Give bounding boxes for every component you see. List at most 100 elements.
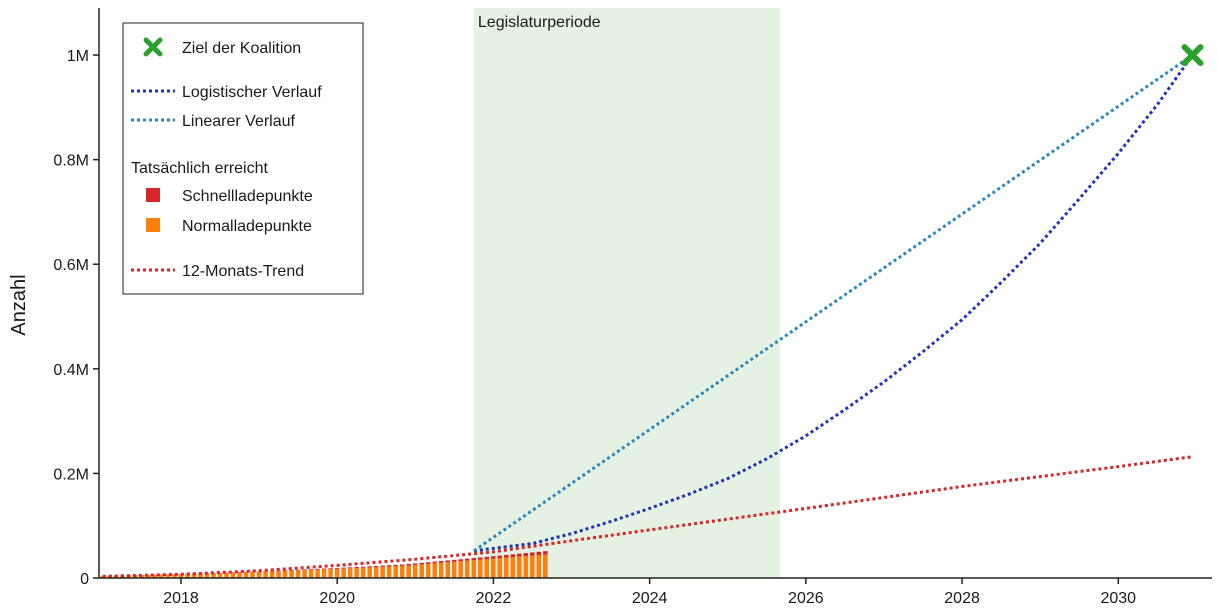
- bar-fast: [367, 566, 372, 568]
- bar-normal: [302, 570, 307, 578]
- bar-fast: [530, 552, 535, 556]
- bar-normal: [237, 572, 242, 578]
- bar-normal: [100, 575, 106, 578]
- bar-normal: [321, 569, 327, 578]
- bar-normal: [250, 572, 255, 578]
- x-tick-label: 2026: [788, 590, 824, 607]
- bar-fast: [315, 568, 320, 570]
- target-x-stroke: [1181, 44, 1204, 67]
- bar-fast: [380, 565, 385, 567]
- bar-normal: [406, 565, 411, 578]
- bar-normal: [172, 574, 177, 578]
- bar-fast: [321, 568, 327, 570]
- bar-normal: [543, 554, 548, 578]
- bar-fast: [373, 565, 379, 568]
- bar-fast: [334, 567, 340, 569]
- bar-fast: [328, 568, 333, 570]
- bar-normal: [399, 565, 405, 578]
- bar-normal: [178, 574, 184, 578]
- bar-fast: [425, 562, 431, 564]
- bar-normal: [536, 554, 542, 578]
- x-tick-label: 2028: [944, 590, 980, 607]
- bar-normal: [530, 555, 535, 578]
- legend-linear-label: Linearer Verlauf: [182, 113, 296, 130]
- y-tick-label: 0.6M: [53, 257, 89, 274]
- y-tick-label: 0: [80, 571, 89, 588]
- bar-fast: [536, 551, 542, 555]
- bar-fast: [393, 564, 398, 567]
- bar-fast: [517, 553, 522, 557]
- bar-normal: [159, 574, 164, 578]
- bar-normal: [146, 575, 151, 578]
- bar-normal: [393, 566, 398, 578]
- bar-normal: [328, 569, 333, 578]
- bar-normal: [191, 574, 197, 578]
- y-tick-label: 0.4M: [53, 362, 89, 379]
- legislaturperiode-label: Legislaturperiode: [478, 14, 601, 31]
- bar-normal: [477, 559, 483, 578]
- bar-fast: [386, 565, 392, 567]
- bar-normal: [451, 561, 457, 578]
- bar-normal: [373, 567, 379, 578]
- bar-fast: [543, 551, 548, 555]
- bar-normal: [360, 567, 366, 578]
- bar-fast: [341, 567, 346, 569]
- x-tick-label: 2030: [1100, 590, 1136, 607]
- bar-normal: [139, 575, 145, 578]
- x-tick-label: 2018: [163, 590, 199, 607]
- y-tick-label: 0.2M: [53, 466, 89, 483]
- bar-normal: [490, 558, 496, 578]
- bar-fast: [490, 556, 496, 559]
- bar-normal: [432, 563, 437, 578]
- legend-target-marker: [143, 37, 163, 57]
- line-12-monats-trend: [102, 455, 1193, 578]
- bar-normal: [256, 571, 262, 578]
- bars-group: [100, 551, 548, 578]
- legend-fast-label: Schnellladepunkte: [182, 188, 313, 205]
- y-tick-label: 1M: [67, 48, 89, 65]
- legend-target-label: Ziel der Koalition: [182, 40, 301, 57]
- bar-normal: [295, 570, 301, 578]
- line-logistischer-verlauf: [473, 54, 1194, 553]
- bar-normal: [230, 572, 236, 578]
- bar-normal: [523, 556, 529, 578]
- bar-fast: [432, 561, 437, 564]
- bar-fast: [464, 558, 470, 561]
- bar-fast: [451, 559, 457, 562]
- bar-fast: [308, 569, 314, 570]
- bar-normal: [315, 569, 320, 578]
- bar-normal: [308, 569, 314, 578]
- line-linearer-verlauf: [473, 53, 1194, 553]
- bar-normal: [217, 573, 223, 578]
- bar-normal: [419, 564, 424, 578]
- bar-normal: [243, 572, 249, 578]
- y-tick-label: 0.8M: [53, 153, 89, 170]
- bar-normal: [367, 567, 372, 578]
- x-tick-label: 2022: [476, 590, 512, 607]
- target-marker: [1181, 44, 1204, 67]
- bar-fast: [347, 567, 353, 569]
- bar-normal: [282, 570, 288, 578]
- bar-normal: [211, 573, 216, 578]
- bar-fast: [445, 560, 451, 563]
- bar-normal: [341, 568, 346, 578]
- bar-fast: [497, 555, 503, 559]
- lines-group: [102, 53, 1194, 578]
- bar-fast: [282, 570, 288, 571]
- legend-frame: [122, 22, 364, 295]
- bar-normal: [484, 559, 490, 578]
- bar-normal: [412, 564, 418, 578]
- bar-fast: [510, 554, 516, 558]
- bar-fast: [504, 554, 509, 558]
- bar-normal: [438, 562, 444, 578]
- bar-normal: [517, 556, 522, 578]
- bar-normal: [497, 558, 503, 578]
- bar-normal: [471, 560, 477, 578]
- bar-fast: [399, 564, 405, 566]
- bar-normal: [425, 563, 431, 578]
- bar-fast: [458, 559, 464, 562]
- legend-normal-swatch: [146, 218, 160, 232]
- bar-fast: [484, 556, 490, 560]
- bar-normal: [510, 557, 516, 578]
